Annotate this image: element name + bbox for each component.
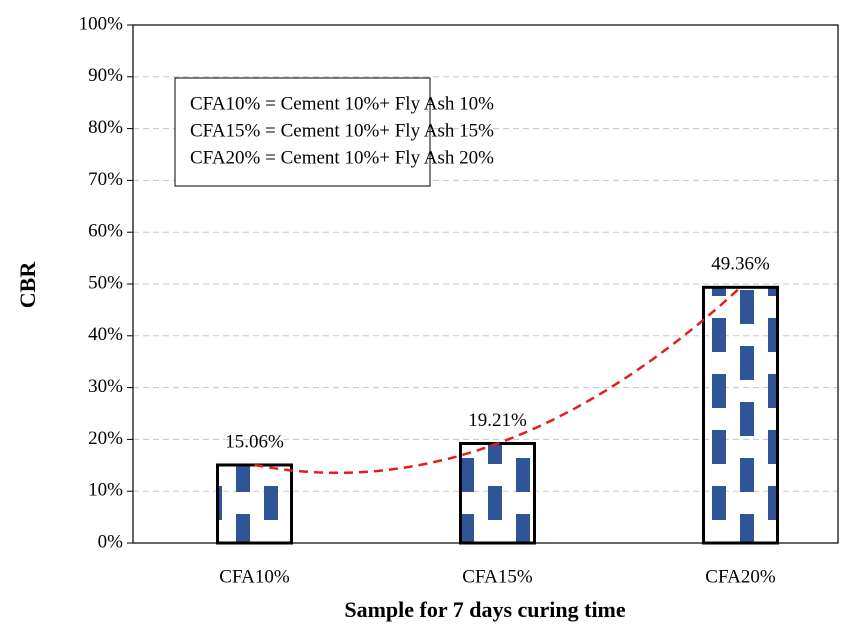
y-tick-label: 40%: [88, 324, 123, 345]
annotation-box: [174, 77, 431, 187]
bar: [459, 441, 536, 545]
value-label: 49.36%: [711, 254, 770, 275]
x-axis-title: Sample for 7 days curing time: [344, 597, 626, 622]
bar: [702, 285, 779, 545]
x-tick-label: CFA20%: [705, 566, 776, 587]
y-tick-label: 100%: [79, 13, 124, 34]
trend-line: [254, 286, 742, 475]
y-tick-label: 30%: [88, 376, 123, 397]
x-tick-label: CFA10%: [219, 566, 290, 587]
y-tick-label: 80%: [88, 117, 123, 138]
y-tick-label: 50%: [88, 272, 123, 293]
x-tick-label: CFA15%: [462, 566, 533, 587]
bar: [216, 463, 293, 545]
y-tick-label: 0%: [98, 531, 124, 552]
y-axis-title: CBR: [15, 261, 40, 309]
y-tick-label: 90%: [88, 65, 123, 86]
annotation-text: CFA15% = Cement 10%+ Fly Ash 15%: [190, 120, 494, 141]
value-label: 15.06%: [225, 431, 284, 452]
y-tick-label: 60%: [88, 221, 123, 242]
annotation-text: CFA10% = Cement 10%+ Fly Ash 10%: [190, 93, 494, 114]
y-tick-label: 10%: [88, 480, 123, 501]
y-tick-label: 20%: [88, 428, 123, 449]
value-label: 19.21%: [468, 410, 527, 431]
y-tick-label: 70%: [88, 169, 123, 190]
annotation-text: CFA20% = Cement 10%+ Fly Ash 20%: [190, 147, 494, 168]
